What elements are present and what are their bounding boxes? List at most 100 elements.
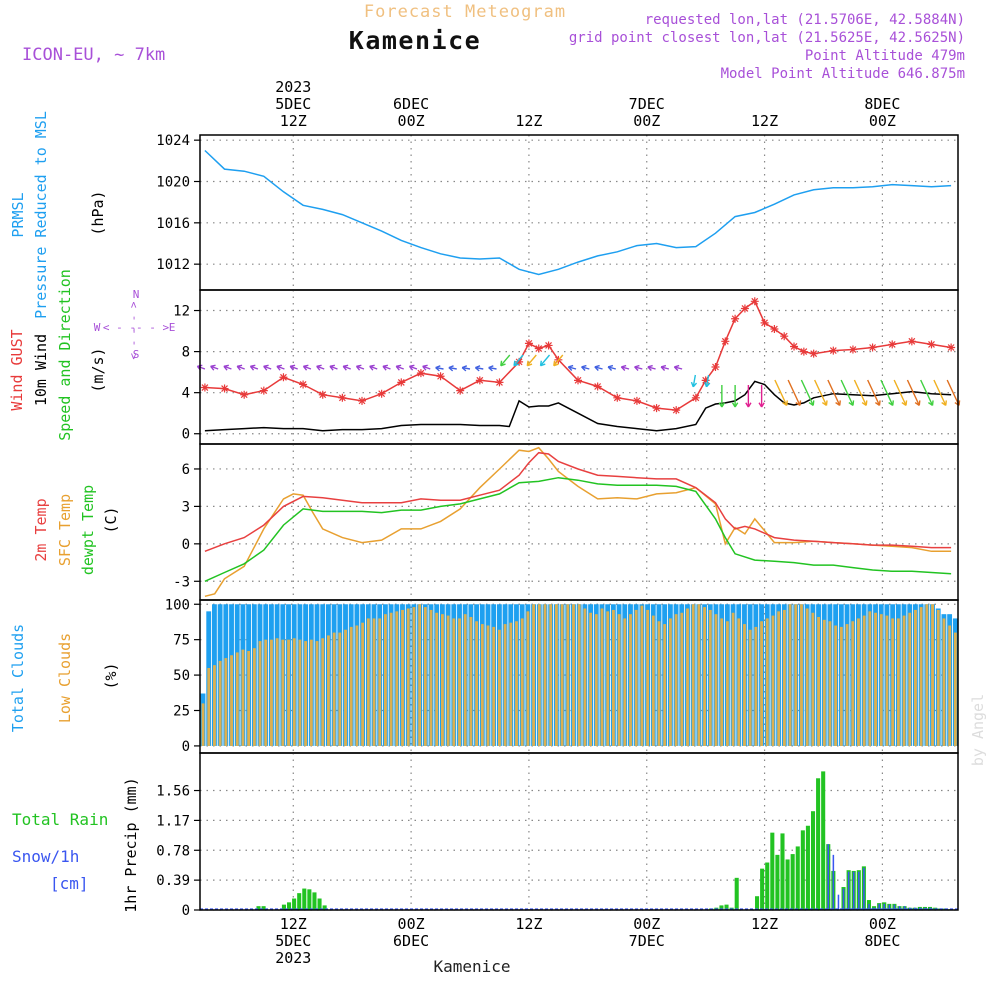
wind-direction-arrowhead [808, 400, 815, 406]
low-cloud-bar [503, 624, 507, 746]
low-cloud-bar [389, 612, 393, 746]
low-cloud-bar [879, 614, 883, 746]
snow-bar [868, 903, 870, 910]
compass-e: E [169, 321, 176, 334]
low-cloud-bar [868, 611, 872, 746]
time-label-bottom: 12Z [751, 915, 778, 933]
gust-marker [711, 363, 720, 371]
rain-bar [760, 868, 765, 910]
snow-bar [863, 867, 865, 910]
low-cloud-bar [611, 609, 615, 746]
gust-marker [524, 339, 533, 348]
watermark: by Angel [969, 694, 987, 766]
snow-bar [913, 907, 916, 910]
low-cloud-bar [515, 621, 518, 746]
low-cloud-bar [264, 639, 268, 746]
low-cloud-bar [520, 618, 524, 746]
wind-direction-arrowhead [758, 402, 765, 408]
time-label-bottom: 12Z [515, 915, 542, 933]
precip-label-axis: 1hr Precip (mm) [122, 777, 140, 912]
low-cloud-bar [623, 618, 627, 746]
precip-ytick-label: 1.17 [156, 813, 190, 829]
low-cloud-bar [708, 609, 712, 746]
low-cloud-bar [292, 638, 296, 746]
rain-bar [312, 892, 317, 910]
wind-direction-arrow [814, 379, 828, 406]
low-cloud-bar [782, 609, 786, 746]
compass-s: S [133, 348, 140, 361]
snow-bar [852, 871, 855, 910]
wind-direction-arrowhead [874, 400, 881, 406]
gust-marker [809, 349, 818, 358]
clouds-ytick-label: 50 [173, 668, 190, 684]
low-cloud-bar [731, 612, 735, 746]
gust-marker [848, 345, 857, 354]
wind-ytick-label: 4 [182, 386, 190, 402]
gust-marker [279, 373, 288, 382]
wind-direction-arrow [705, 374, 710, 387]
low-cloud-bar [817, 617, 820, 746]
time-label-bottom: 00Z [398, 915, 425, 933]
low-cloud-bar [686, 608, 689, 746]
wind-direction-arrow [893, 379, 907, 406]
wind-direction-arrowhead [448, 365, 454, 372]
rain-bar [286, 902, 292, 910]
low-cloud-bar [697, 604, 701, 746]
wind-direction-arrowhead [408, 364, 415, 371]
time-label-bottom: 00Z [869, 915, 896, 933]
gust-marker [416, 369, 425, 378]
rain-bar [322, 905, 327, 910]
wind-direction-arrowhead [607, 364, 614, 372]
rain-bar [785, 859, 790, 910]
pressure-frame [199, 134, 959, 291]
compass-w: W [94, 321, 101, 334]
gust-marker [701, 376, 710, 385]
low-cloud-bar [594, 614, 598, 746]
low-cloud-bar [834, 625, 838, 746]
time-label-top: 12Z [280, 112, 307, 130]
wind-direction-arrowhead [276, 364, 282, 371]
low-cloud-bar [725, 621, 729, 746]
pressure-ytick-label: 1012 [156, 257, 190, 273]
rain-bar [765, 862, 770, 910]
gust-marker [672, 406, 681, 415]
wind-direction-arrowhead [620, 364, 627, 372]
wind-direction-arrowhead [821, 400, 828, 406]
low-cloud-bar [315, 641, 319, 746]
wind-direction-arrowhead [795, 400, 802, 406]
gust-marker [574, 376, 583, 385]
precip-label-rain: Total Rain [12, 810, 108, 829]
rain-bar [795, 846, 800, 910]
clouds-label-unit: (%) [102, 662, 120, 689]
gust-marker [770, 325, 779, 334]
wind-direction-arrowhead [435, 365, 441, 372]
rain-bar [755, 896, 760, 910]
low-cloud-bar [760, 621, 764, 746]
low-cloud-bar [543, 604, 547, 746]
low-cloud-bar [874, 612, 877, 746]
temp-label-2m: 2m Temp [32, 498, 50, 561]
snow-bar [919, 907, 921, 910]
low-cloud-bar [606, 611, 610, 746]
low-cloud-bar [224, 658, 228, 746]
wind-direction-arrow [840, 379, 854, 406]
snow-bar [898, 906, 901, 910]
low-cloud-bar [213, 665, 216, 746]
low-cloud-bar [463, 614, 467, 746]
temp-2m-line [204, 451, 952, 553]
wind-direction-arrow [540, 354, 551, 367]
wind-direction-arrowhead [289, 364, 296, 371]
time-label-top: 12Z [515, 112, 542, 130]
wind-direction-arrowhead [888, 400, 894, 406]
gust-marker [200, 383, 209, 392]
low-cloud-bar [646, 609, 650, 746]
wind-direction-arrowhead [731, 402, 739, 408]
wind-direction-arrowhead [745, 402, 752, 408]
wind-direction-arrowhead [474, 365, 481, 372]
wind-direction-arrow [933, 379, 947, 406]
low-cloud-bar [828, 621, 832, 746]
pressure-label-prmsl: PRMSL [9, 192, 27, 237]
rain-bar [770, 832, 775, 910]
time-label-bottom: 5DEC [275, 932, 311, 950]
wind-direction-arrowhead [488, 365, 494, 372]
